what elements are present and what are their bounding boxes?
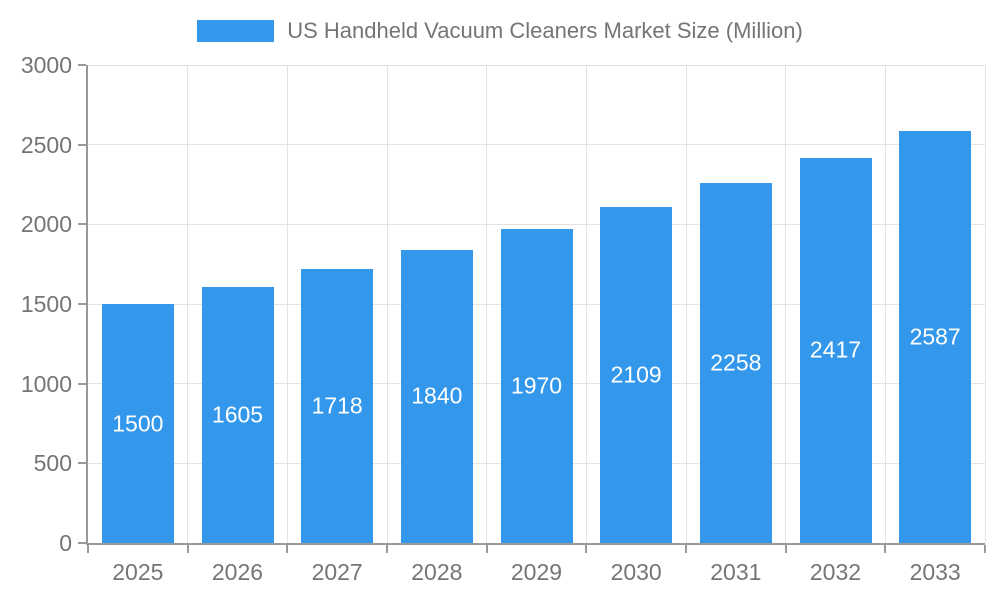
x-axis-tick (685, 545, 687, 553)
y-axis-tick (78, 143, 86, 146)
y-axis-label: 2000 (20, 211, 72, 238)
vertical-gridline (585, 65, 587, 543)
x-axis-label: 2032 (809, 559, 862, 585)
y-axis-tick (78, 223, 86, 226)
legend[interactable]: US Handheld Vacuum Cleaners Market Size … (0, 18, 1000, 43)
vertical-gridline (486, 65, 488, 543)
bar-value-label: 2258 (710, 349, 762, 376)
vertical-gridline (685, 65, 687, 543)
vertical-gridline (884, 65, 886, 543)
vertical-gridline (187, 65, 189, 543)
vertical-gridline (386, 65, 388, 543)
x-axis-label: 2033 (909, 559, 961, 585)
y-axis-label: 2500 (20, 131, 72, 158)
y-axis-tick (78, 303, 86, 305)
vertical-gridline (984, 65, 986, 543)
bar-value-label: 1605 (211, 401, 264, 428)
y-axis-tick (78, 542, 86, 544)
bar-value-label: 2587 (909, 323, 961, 350)
x-axis-label: 2028 (411, 559, 463, 585)
bar-value-label: 2109 (610, 361, 662, 388)
y-axis-label: 1500 (20, 291, 72, 317)
bar[interactable]: 2109 (600, 206, 673, 543)
x-axis-tick (87, 545, 89, 553)
bar[interactable]: 2587 (899, 130, 972, 543)
y-axis-tick (78, 64, 86, 66)
bar-value-label: 2417 (809, 336, 862, 363)
legend-label: US Handheld Vacuum Cleaners Market Size … (287, 18, 803, 43)
x-axis-tick (884, 545, 887, 553)
horizontal-gridline (88, 144, 985, 146)
x-axis-tick (286, 545, 289, 553)
bar[interactable]: 2417 (799, 157, 872, 543)
y-axis-label: 500 (33, 450, 72, 477)
x-axis-tick (485, 545, 488, 553)
y-axis-line (86, 65, 88, 545)
vertical-gridline (785, 65, 787, 543)
y-axis-label: 3000 (20, 52, 72, 78)
bar[interactable]: 1500 (101, 304, 174, 543)
legend-swatch (197, 20, 275, 42)
bar-value-label: 1970 (510, 372, 563, 399)
bar[interactable]: 1840 (400, 249, 473, 543)
x-axis-label: 2025 (112, 559, 164, 585)
x-axis-label: 2027 (311, 559, 363, 585)
y-axis-label: 0 (59, 530, 72, 556)
bar-value-label: 1840 (411, 382, 463, 409)
x-axis-tick (784, 545, 787, 553)
x-axis-label: 2029 (510, 559, 563, 585)
bar[interactable]: 1970 (500, 229, 573, 543)
y-axis-label: 1000 (20, 370, 72, 397)
bar-value-label: 1500 (112, 410, 164, 436)
x-axis-label: 2026 (211, 559, 264, 585)
vertical-gridline (286, 65, 288, 543)
bar[interactable]: 2258 (699, 183, 772, 543)
bar-value-label: 1718 (311, 392, 363, 419)
horizontal-gridline (88, 64, 985, 66)
horizontal-gridline (88, 223, 985, 225)
y-axis-tick (78, 462, 86, 465)
x-axis-label: 2031 (710, 559, 762, 585)
x-axis-tick (386, 545, 388, 553)
x-axis-tick (585, 545, 588, 553)
bar[interactable]: 1605 (201, 287, 274, 543)
x-axis-label: 2030 (610, 559, 662, 585)
bar[interactable]: 1718 (301, 269, 374, 543)
x-axis-tick (984, 545, 986, 553)
x-axis-line (86, 543, 985, 545)
y-axis-tick (78, 382, 86, 385)
x-axis-tick (186, 545, 189, 553)
